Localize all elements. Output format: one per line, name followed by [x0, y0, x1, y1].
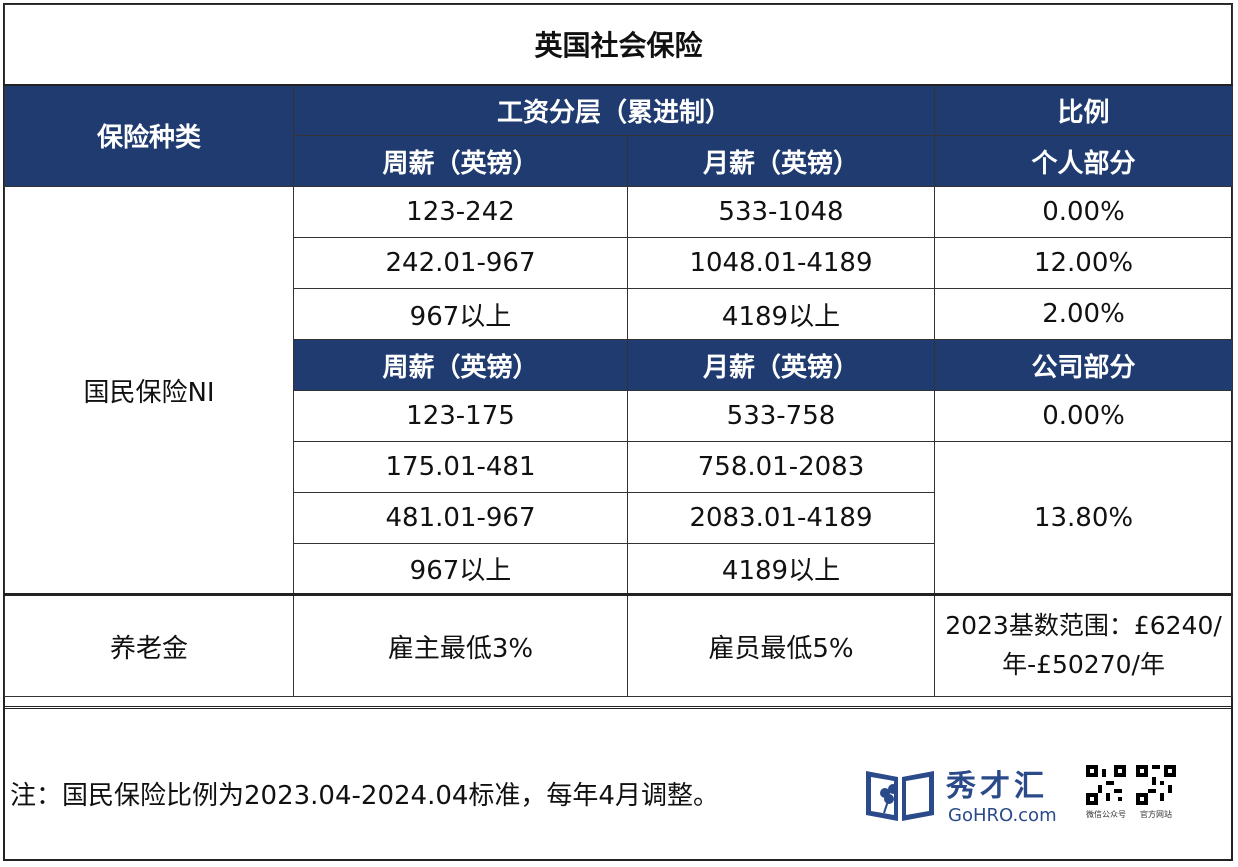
table-row: 481.01-967 2083.01-4189: [5, 492, 1233, 544]
monthly-cell: 4189以上: [627, 543, 935, 595]
table-row: 国民保险NI 123-242 533-1048 0.00%: [4, 186, 1234, 595]
weekly-cell: 123-242: [293, 186, 628, 238]
ratio-header: 比例: [933, 84, 1234, 136]
table-row: 242.01-967 1048.01-4189 12.00%: [5, 237, 1234, 289]
social-insurance-table: 英国社会保险 保险种类 工资分层（累进制） 比例 周薪（英镑） 月薪（英镑） 个…: [3, 4, 1234, 697]
table-row: 967以上 4189以上: [5, 543, 1233, 595]
wechat-qr-caption: 微信公众号: [1086, 810, 1126, 819]
monthly-header-2: 月薪（英镑）: [627, 339, 935, 391]
weekly-cell: 481.01-967: [293, 492, 628, 544]
table-title: 英国社会保险: [3, 4, 1234, 86]
ni-label: 国民保险NI: [4, 186, 294, 595]
website-qr-icon: [1136, 765, 1176, 805]
monthly-cell: 4189以上: [627, 288, 935, 340]
table-row: 175.01-481 758.01-2083 13.80%: [5, 441, 1234, 595]
website-qr-caption: 官方网站: [1140, 810, 1172, 819]
insurance-type-header: 保险种类: [4, 84, 294, 187]
pension-base-range: 2023基数范围：£6240/ 年-£50270/年: [933, 593, 1234, 697]
company-merged-rate: 13.80%: [933, 441, 1234, 595]
monthly-cell: 533-1048: [627, 186, 935, 238]
weekly-header-2: 周薪（英镑）: [293, 339, 628, 391]
rate-cell: 12.00%: [933, 237, 1234, 289]
logo-name: 秀才汇: [946, 769, 1048, 804]
monthly-header: 月薪（英镑）: [627, 135, 935, 187]
table-row: 养老金 雇主最低3% 雇员最低5% 2023基数范围：£6240/ 年-£502…: [4, 593, 1234, 697]
footer-area: 注：国民保险比例为2023.04-2024.04标准，每年4月调整。 秀才汇 G…: [4, 706, 1232, 859]
wechat-qr-icon: [1086, 765, 1126, 805]
weekly-cell: 967以上: [293, 288, 628, 340]
monthly-cell: 1048.01-4189: [627, 237, 935, 289]
employee-min: 雇员最低5%: [627, 593, 935, 697]
pension-label: 养老金: [4, 593, 294, 697]
weekly-header: 周薪（英镑）: [293, 135, 628, 187]
rate-cell: 0.00%: [933, 390, 1234, 442]
table-row: 123-175 533-758 0.00%: [5, 390, 1234, 442]
monthly-cell: 533-758: [627, 390, 935, 442]
personal-header: 个人部分: [933, 135, 1234, 187]
company-header: 公司部分: [933, 339, 1234, 391]
book-logo-icon: [866, 771, 934, 821]
employer-min: 雇主最低3%: [293, 593, 628, 697]
logo: 秀才汇 GoHRO.com: [862, 761, 1072, 831]
monthly-cell: 2083.01-4189: [627, 492, 935, 544]
footnote: 注：国民保险比例为2023.04-2024.04标准，每年4月调整。: [10, 781, 719, 811]
pension-base-line1: 2023基数范围：£6240/: [945, 611, 1222, 641]
weekly-cell: 123-175: [293, 390, 628, 442]
weekly-cell: 967以上: [293, 543, 628, 595]
weekly-cell: 242.01-967: [293, 237, 628, 289]
wage-tier-header: 工资分层（累进制）: [293, 84, 935, 136]
logo-url: GoHRO.com: [948, 805, 1057, 826]
rate-cell: 0.00%: [933, 186, 1234, 238]
weekly-cell: 175.01-481: [293, 441, 628, 493]
rate-cell: 2.00%: [933, 288, 1234, 340]
monthly-cell: 758.01-2083: [627, 441, 935, 493]
pension-base-line2: 年-£50270/年: [1002, 650, 1165, 679]
